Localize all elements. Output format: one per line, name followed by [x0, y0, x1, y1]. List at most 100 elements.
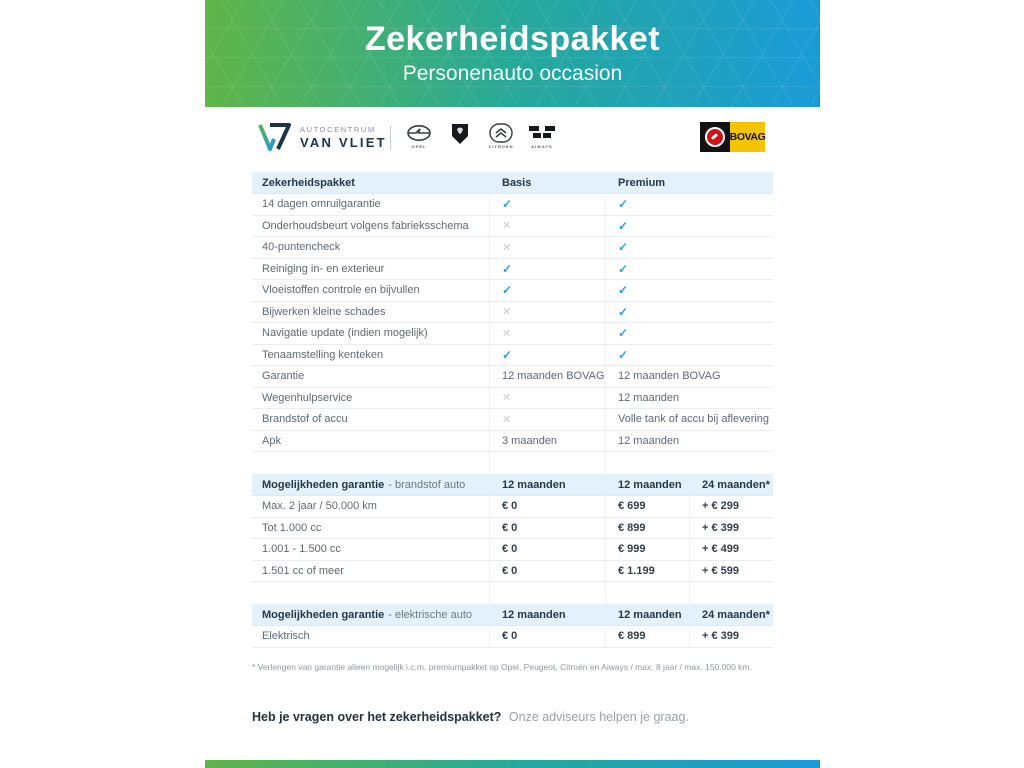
header-banner: Zekerheidspakket Personenauto occasion: [205, 0, 820, 107]
fuel-header-bold: Mogelijkheden garantie: [262, 478, 385, 491]
bovag-logo: BOVAG: [700, 122, 766, 152]
page-subtitle: Personenauto occasion: [402, 62, 623, 85]
table-row: Elektrisch € 0 € 899 + € 399: [252, 626, 773, 648]
cell-value: Volle tank of accu bij aflevering: [605, 409, 773, 431]
row-label: Tot 1.000 cc: [252, 518, 489, 539]
electric-header-title: Mogelijkheden garantie - elektrische aut…: [252, 604, 489, 626]
check-icon: ✓: [502, 261, 513, 276]
cell-value: € 0: [489, 496, 605, 518]
check-icon: ✓: [618, 218, 629, 233]
header-package: Zekerheidspakket: [252, 172, 489, 194]
cell-value: € 699: [605, 496, 689, 518]
cell-value: € 0: [489, 539, 605, 561]
fuel-header-col3: 24 maanden*: [689, 474, 773, 496]
logo-row: AUTOCENTRUM VAN VLIET OPEL: [205, 118, 820, 160]
page-title: Zekerheidspakket: [364, 20, 661, 58]
cell-value: + € 399: [689, 626, 773, 648]
cell-value: € 0: [489, 517, 605, 539]
check-icon: ✓: [618, 197, 629, 212]
citroen-icon: [489, 123, 513, 143]
table-spacer: [252, 452, 773, 474]
cell-value: ✓: [605, 280, 773, 302]
cell-value: € 0: [489, 626, 605, 648]
cell-value: ✓: [489, 344, 605, 366]
aiways-icon: [529, 126, 555, 138]
cell-value: ✓: [489, 194, 605, 216]
bovag-wordmark: BOVAG: [730, 122, 766, 152]
cell-value: ✕: [489, 301, 605, 323]
check-icon: ✓: [618, 261, 629, 276]
package-table-header: Zekerheidspakket Basis Premium: [252, 172, 773, 194]
electric-header-rest: - elektrische auto: [388, 608, 473, 621]
table-row: 40-puntencheck ✕ ✓: [252, 237, 773, 259]
row-label: 14 dagen omruilgarantie: [252, 194, 489, 216]
row-label: Max. 2 jaar / 50.000 km: [252, 496, 489, 518]
cell-value: ✓: [605, 215, 773, 237]
row-label: Tenaamstelling kenteken: [252, 345, 489, 366]
row-label: Apk: [252, 431, 489, 452]
cross-icon: ✕: [502, 241, 512, 254]
cross-icon: ✕: [502, 392, 512, 405]
table-row: Navigatie update (indien mogelijk) ✕ ✓: [252, 323, 773, 345]
cell-value: + € 399: [689, 517, 773, 539]
van-vliet-mark-icon: [258, 123, 291, 151]
fuel-header-title: Mogelijkheden garantie - brandstof auto: [252, 474, 489, 496]
tables-area: Zekerheidspakket Basis Premium 14 dagen …: [252, 172, 773, 648]
electric-header-col1: 12 maanden: [489, 604, 605, 626]
cell-value: € 1.199: [605, 560, 689, 582]
check-icon: ✓: [502, 347, 513, 362]
row-label: Vloeistoffen controle en bijvullen: [252, 280, 489, 302]
opel-icon: [407, 125, 431, 141]
electric-table-body: Elektrisch € 0 € 899 + € 399: [252, 626, 773, 648]
logo-divider: [390, 126, 391, 150]
closing-question: Heb je vragen over het zekerheidspakket?: [252, 710, 502, 724]
row-label: 40-puntencheck: [252, 237, 489, 259]
table-row: Apk 3 maanden 12 maanden: [252, 430, 773, 452]
table-row: Vloeistoffen controle en bijvullen ✓ ✓: [252, 280, 773, 302]
dealer-logo: AUTOCENTRUM VAN VLIET: [257, 121, 387, 153]
table-row: Wegenhulpservice ✕ 12 maanden: [252, 387, 773, 409]
cross-icon: ✕: [502, 327, 512, 340]
table-row: 1.001 - 1.500 cc € 0 € 999 + € 499: [252, 539, 773, 561]
cell-value: € 899: [605, 626, 689, 648]
cell-value: + € 299: [689, 496, 773, 518]
header-basis: Basis: [489, 172, 605, 194]
cell-value: ✓: [605, 301, 773, 323]
cell-value: ✕: [489, 237, 605, 259]
cell-value: ✓: [605, 323, 773, 345]
cell-value: € 0: [489, 560, 605, 582]
check-icon: ✓: [502, 197, 513, 212]
cross-icon: ✕: [502, 306, 512, 319]
cell-value: + € 499: [689, 539, 773, 561]
dealer-name: AUTOCENTRUM VAN VLIET: [300, 125, 387, 150]
brand-logos: OPEL CITROEN: [405, 123, 556, 149]
package-table: Zekerheidspakket Basis Premium 14 dagen …: [252, 172, 773, 474]
cell-value: + € 599: [689, 560, 773, 582]
cell-value: ✓: [605, 194, 773, 216]
cross-icon: ✕: [502, 413, 512, 426]
table-spacer: [252, 582, 773, 604]
aiways-label: AIWAYS: [531, 144, 553, 149]
cell-value: 12 maanden BOVAG: [489, 366, 605, 388]
cell-value: ✓: [605, 258, 773, 280]
cell-value: 12 maanden: [605, 387, 773, 409]
cell-value: ✓: [605, 344, 773, 366]
row-label: Wegenhulpservice: [252, 388, 489, 409]
dealer-name-top: AUTOCENTRUM: [300, 124, 376, 134]
cell-value: ✓: [605, 237, 773, 259]
cell-value: 12 maanden: [605, 430, 773, 452]
row-label: Navigatie update (indien mogelijk): [252, 323, 489, 345]
row-label: Brandstof of accu: [252, 409, 489, 431]
aiways-logo: AIWAYS: [528, 123, 556, 149]
table-row: Tenaamstelling kenteken ✓ ✓: [252, 344, 773, 366]
table-row: Max. 2 jaar / 50.000 km € 0 € 699 + € 299: [252, 496, 773, 518]
check-icon: ✓: [618, 326, 629, 341]
table-row: Onderhoudsbeurt volgens fabrieksschema ✕ ✓: [252, 215, 773, 237]
cell-value: ✕: [489, 387, 605, 409]
fuel-header-col1: 12 maanden: [489, 474, 605, 496]
check-icon: ✓: [618, 304, 629, 319]
cell-value: 12 maanden BOVAG: [605, 366, 773, 388]
check-icon: ✓: [618, 240, 629, 255]
cell-value: ✕: [489, 323, 605, 345]
